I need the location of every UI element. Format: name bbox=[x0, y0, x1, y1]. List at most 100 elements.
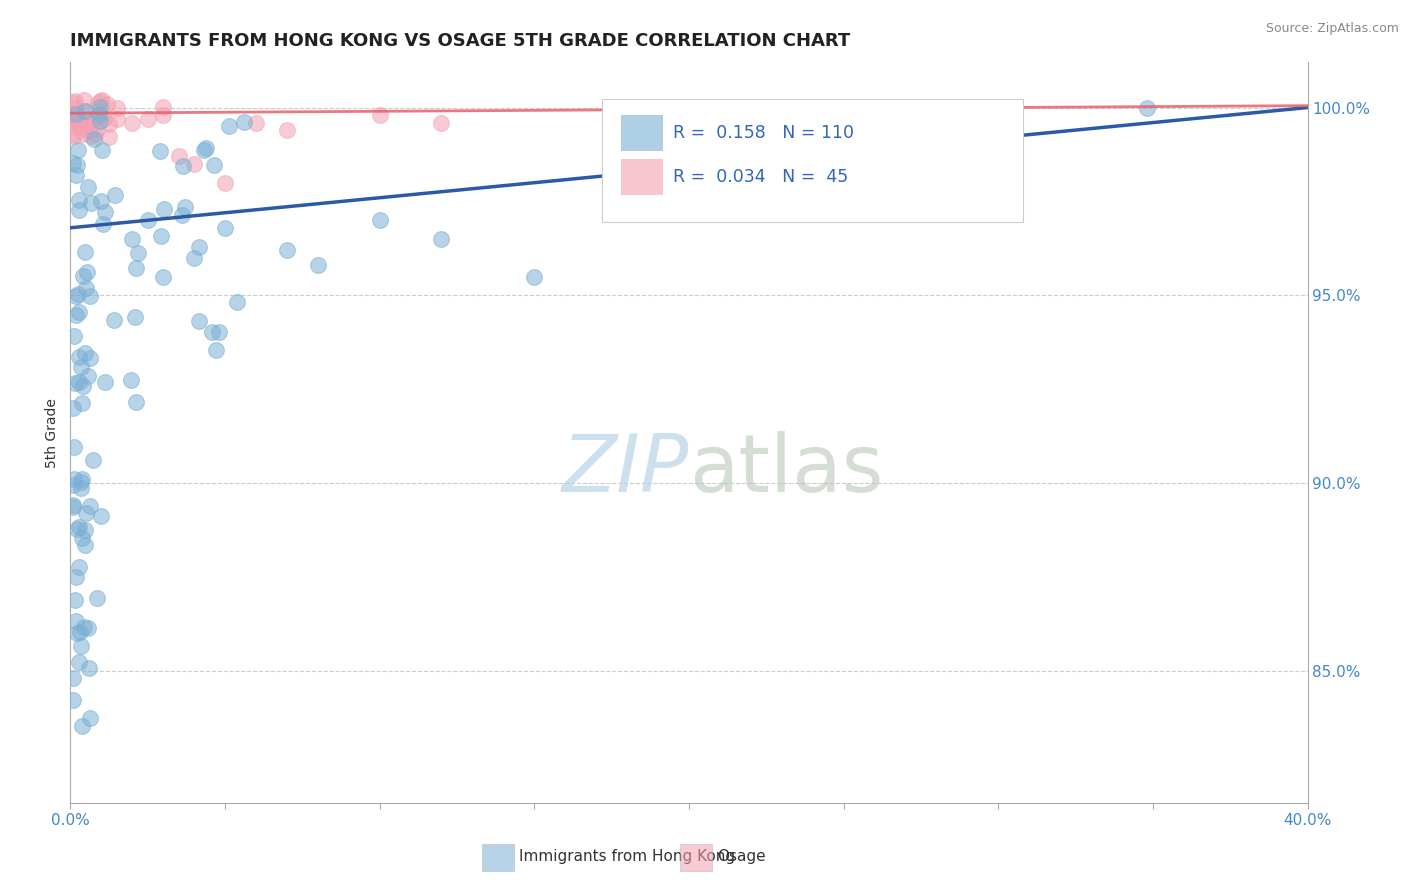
Point bbox=[97, 116, 120, 130]
Point bbox=[67, 375, 90, 389]
Point bbox=[65, 289, 87, 303]
Point bbox=[120, 373, 142, 387]
FancyBboxPatch shape bbox=[681, 844, 713, 871]
Point bbox=[73, 620, 96, 634]
Text: Osage: Osage bbox=[717, 848, 766, 863]
Point bbox=[1136, 101, 1159, 115]
Point bbox=[79, 710, 101, 724]
Point bbox=[214, 220, 236, 235]
Point bbox=[125, 395, 148, 409]
Point bbox=[73, 244, 96, 259]
Point bbox=[63, 593, 86, 607]
Point bbox=[67, 144, 90, 158]
Point bbox=[70, 121, 93, 136]
Point bbox=[93, 205, 115, 219]
FancyBboxPatch shape bbox=[621, 159, 664, 195]
Point bbox=[62, 156, 84, 170]
Point bbox=[740, 183, 762, 197]
Point bbox=[90, 108, 112, 122]
Point bbox=[79, 121, 101, 136]
Point bbox=[195, 141, 218, 155]
Point bbox=[83, 131, 105, 145]
Point bbox=[98, 130, 121, 145]
Point bbox=[67, 655, 90, 669]
Point bbox=[72, 269, 94, 284]
Point bbox=[172, 159, 194, 173]
Point bbox=[72, 396, 94, 410]
Point bbox=[65, 107, 87, 121]
Point bbox=[62, 107, 84, 121]
Point bbox=[65, 115, 87, 129]
Point bbox=[66, 522, 89, 536]
Point bbox=[430, 115, 453, 129]
Point bbox=[62, 500, 84, 514]
Point bbox=[62, 120, 84, 134]
Point bbox=[62, 96, 84, 111]
Point bbox=[80, 195, 103, 210]
Point bbox=[90, 509, 112, 524]
Point bbox=[63, 376, 86, 390]
Point bbox=[77, 112, 100, 127]
Point bbox=[62, 127, 84, 141]
Point bbox=[65, 570, 87, 584]
Point bbox=[77, 368, 100, 383]
Point bbox=[62, 478, 84, 492]
Point bbox=[104, 187, 127, 202]
Point bbox=[76, 264, 98, 278]
Point bbox=[93, 112, 115, 126]
Point bbox=[86, 121, 108, 136]
Point bbox=[77, 622, 100, 636]
Point bbox=[616, 153, 638, 168]
Point bbox=[70, 475, 93, 489]
Point bbox=[193, 144, 215, 158]
Point bbox=[218, 119, 240, 133]
Point bbox=[90, 143, 112, 157]
Point bbox=[70, 481, 93, 495]
Point bbox=[105, 112, 128, 126]
Point bbox=[987, 138, 1010, 153]
Point bbox=[174, 201, 197, 215]
Point bbox=[89, 100, 111, 114]
Point bbox=[70, 531, 93, 545]
Point bbox=[307, 259, 329, 273]
Point bbox=[67, 305, 90, 319]
Point bbox=[124, 310, 146, 325]
Text: Source: ZipAtlas.com: Source: ZipAtlas.com bbox=[1265, 22, 1399, 36]
Point bbox=[80, 128, 103, 143]
Point bbox=[86, 111, 108, 125]
Point bbox=[245, 115, 267, 129]
Text: ZIP: ZIP bbox=[561, 431, 689, 508]
Point bbox=[62, 113, 84, 128]
Point bbox=[121, 232, 143, 246]
FancyBboxPatch shape bbox=[621, 115, 664, 151]
Point bbox=[149, 228, 172, 243]
Point bbox=[90, 194, 112, 209]
Point bbox=[152, 108, 174, 122]
Point bbox=[69, 625, 91, 640]
Point bbox=[925, 108, 948, 122]
Point bbox=[105, 101, 128, 115]
Point bbox=[96, 97, 118, 112]
Point bbox=[67, 520, 90, 534]
FancyBboxPatch shape bbox=[602, 99, 1024, 221]
Point bbox=[225, 294, 247, 309]
Point bbox=[72, 379, 94, 393]
Text: atlas: atlas bbox=[689, 431, 883, 508]
Text: IMMIGRANTS FROM HONG KONG VS OSAGE 5TH GRADE CORRELATION CHART: IMMIGRANTS FROM HONG KONG VS OSAGE 5TH G… bbox=[70, 32, 851, 50]
Point bbox=[76, 180, 98, 194]
Point bbox=[79, 351, 101, 365]
Point bbox=[73, 103, 96, 118]
Point bbox=[183, 157, 205, 171]
Point bbox=[75, 104, 97, 119]
Point bbox=[84, 127, 107, 141]
Y-axis label: 5th Grade: 5th Grade bbox=[45, 398, 59, 467]
Point bbox=[69, 359, 91, 374]
Point bbox=[66, 626, 89, 640]
Point bbox=[616, 206, 638, 220]
Point bbox=[368, 213, 391, 227]
Point bbox=[121, 115, 143, 129]
Point bbox=[276, 123, 298, 137]
Point bbox=[86, 591, 108, 606]
Point bbox=[75, 507, 97, 521]
Text: Immigrants from Hong Kong: Immigrants from Hong Kong bbox=[519, 848, 735, 863]
